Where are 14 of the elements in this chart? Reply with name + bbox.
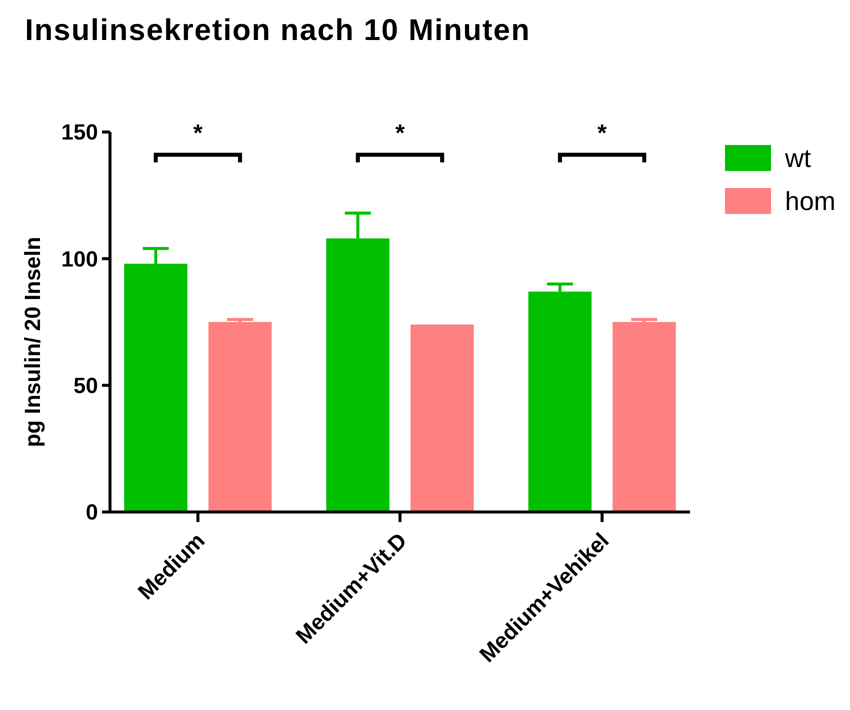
bar — [208, 322, 272, 512]
legend-label: hom — [785, 186, 836, 216]
bar — [410, 324, 474, 512]
y-tick-label: 150 — [61, 120, 98, 145]
bar — [612, 322, 676, 512]
y-axis-title: pg Insulin/ 20 Inseln — [20, 236, 45, 448]
chart-title: Insulinsekretion nach 10 Minuten — [25, 14, 530, 47]
y-tick-label: 0 — [86, 500, 98, 525]
legend-label: wt — [784, 143, 812, 174]
y-tick-label: 50 — [74, 373, 98, 398]
annotation: * — [193, 120, 204, 147]
y-tick-label: 100 — [61, 246, 98, 272]
annotation: * — [597, 120, 608, 147]
annotation: * — [395, 120, 406, 147]
